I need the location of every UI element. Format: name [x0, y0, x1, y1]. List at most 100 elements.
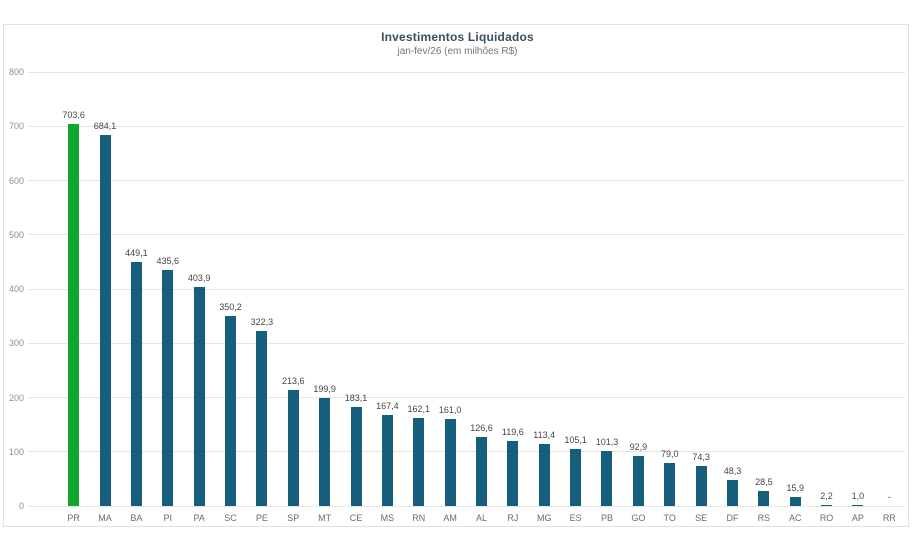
bar-RJ[interactable]: [507, 441, 519, 506]
bar-value-label-PA: 403,9: [187, 273, 211, 283]
x-axis-label-BA: BA: [130, 513, 143, 523]
bar-value-label-PR: 703,6: [62, 110, 85, 120]
bar-MA[interactable]: [99, 135, 111, 506]
y-tick-label: 800: [8, 67, 24, 77]
bar-value-label-SE: 74,3: [692, 452, 710, 462]
bar-value-label-DF: 48,3: [723, 466, 742, 476]
bar-PR[interactable]: [68, 124, 80, 506]
bar-AM[interactable]: [444, 419, 456, 506]
y-tick-label: 300: [8, 338, 24, 349]
bar-ES[interactable]: [570, 449, 582, 506]
x-axis-label-SE: SE: [695, 513, 708, 523]
bar-SP[interactable]: [287, 390, 299, 506]
y-grid-line: [28, 234, 905, 236]
bar-value-label-RR: -: [887, 492, 891, 502]
x-axis-label-RJ: RJ: [507, 513, 519, 523]
x-axis-label-DF: DF: [726, 513, 739, 523]
bar-value-label-MA: 684,1: [93, 121, 117, 131]
bar-SC[interactable]: [225, 316, 237, 506]
bar-RN[interactable]: [413, 418, 425, 506]
x-axis-label-PA: PA: [193, 513, 205, 523]
chart-subtitle: jan-fev/26 (em milhões R$): [397, 46, 518, 57]
bar-value-label-TO: 79,0: [660, 449, 679, 459]
bar-value-label-RN: 162,1: [407, 404, 431, 414]
bar-PB[interactable]: [601, 451, 613, 506]
bar-RS[interactable]: [758, 491, 770, 506]
x-axis-label-CE: CE: [349, 513, 363, 523]
bar-PI[interactable]: [162, 270, 174, 506]
bar-value-label-SP: 213,6: [282, 376, 305, 386]
bar-value-label-AP: 1,0: [851, 491, 865, 501]
x-axis-label-AC: AC: [788, 513, 802, 523]
bar-value-label-SC: 350,2: [219, 302, 242, 312]
chart-title: Investimentos Liquidados: [381, 30, 534, 44]
x-axis-label-GO: GO: [631, 513, 646, 523]
chart-card: [3, 24, 909, 527]
bar-value-label-PB: 101,3: [595, 437, 619, 447]
x-axis-label-RS: RS: [757, 513, 771, 523]
bar-AL[interactable]: [476, 437, 487, 506]
x-axis-label-MS: MS: [380, 513, 395, 523]
bar-value-label-RS: 28,5: [755, 477, 773, 487]
y-grid-line: [28, 288, 905, 290]
bar-value-label-MT: 199,9: [313, 384, 336, 394]
y-grid-line: [28, 397, 905, 398]
x-axis-label-RR: RR: [882, 513, 896, 523]
y-grid-line: [28, 505, 905, 507]
x-axis-label-AL: AL: [475, 513, 487, 523]
y-tick-label: 200: [8, 392, 24, 403]
bar-value-label-MS: 167,4: [376, 401, 399, 411]
bar-MT[interactable]: [319, 398, 331, 506]
x-axis-label-MT: MT: [318, 513, 332, 523]
bar-PE[interactable]: [256, 331, 268, 506]
bar-value-label-BA: 449,1: [125, 248, 148, 258]
y-grid-line: [28, 451, 905, 453]
x-axis-label-PE: PE: [255, 513, 268, 523]
bar-SE[interactable]: [695, 466, 707, 506]
bar-PA[interactable]: [193, 287, 205, 506]
bar-value-label-RJ: 119,6: [501, 427, 524, 437]
y-tick-label: 100: [8, 446, 24, 457]
x-axis-label-RO: RO: [819, 513, 834, 523]
bar-value-label-AM: 161,0: [438, 405, 462, 415]
bar-TO[interactable]: [664, 463, 676, 506]
y-grid-line: [28, 180, 905, 181]
bar-GO[interactable]: [632, 456, 644, 506]
bar-MG[interactable]: [538, 444, 550, 506]
bar-CE[interactable]: [350, 407, 362, 506]
x-axis-label-MG: MG: [536, 513, 552, 523]
bar-RO[interactable]: [821, 505, 833, 506]
y-grid-line: [28, 71, 905, 73]
x-axis-label-RN: RN: [412, 513, 426, 523]
x-axis-label-PB: PB: [600, 513, 613, 523]
x-axis-label-SP: SP: [287, 513, 300, 523]
y-tick-label: 700: [8, 121, 24, 132]
x-axis-label-MA: MA: [98, 513, 112, 523]
x-axis-label-PR: PR: [67, 513, 80, 523]
bar-value-label-PE: 322,3: [250, 317, 274, 327]
bar-value-label-ES: 105,1: [564, 435, 587, 445]
x-axis-label-SC: SC: [224, 513, 237, 523]
bar-DF[interactable]: [726, 480, 738, 506]
y-grid-line: [28, 342, 905, 344]
bar-value-label-GO: 92,9: [629, 442, 648, 452]
bar-value-label-AC: 15,9: [786, 483, 804, 493]
bar-value-label-MG: 113,4: [533, 430, 556, 440]
y-tick-label: 500: [8, 229, 24, 240]
y-grid-line: [28, 125, 905, 127]
bar-AP[interactable]: [852, 505, 864, 506]
x-axis-label-TO: TO: [663, 513, 676, 523]
bar-BA[interactable]: [130, 262, 142, 506]
x-axis-label-AM: AM: [443, 513, 457, 523]
x-axis-label-ES: ES: [569, 513, 582, 523]
bar-value-label-CE: 183,1: [344, 393, 368, 403]
bar-MS[interactable]: [381, 415, 393, 506]
y-tick-label: 400: [8, 284, 24, 294]
x-axis-label-AP: AP: [851, 513, 864, 523]
bar-AC[interactable]: [789, 497, 801, 506]
bar-value-label-AL: 126,6: [470, 423, 493, 433]
y-tick-label: 0: [18, 501, 24, 511]
bar-value-label-RO: 2,2: [820, 491, 833, 501]
